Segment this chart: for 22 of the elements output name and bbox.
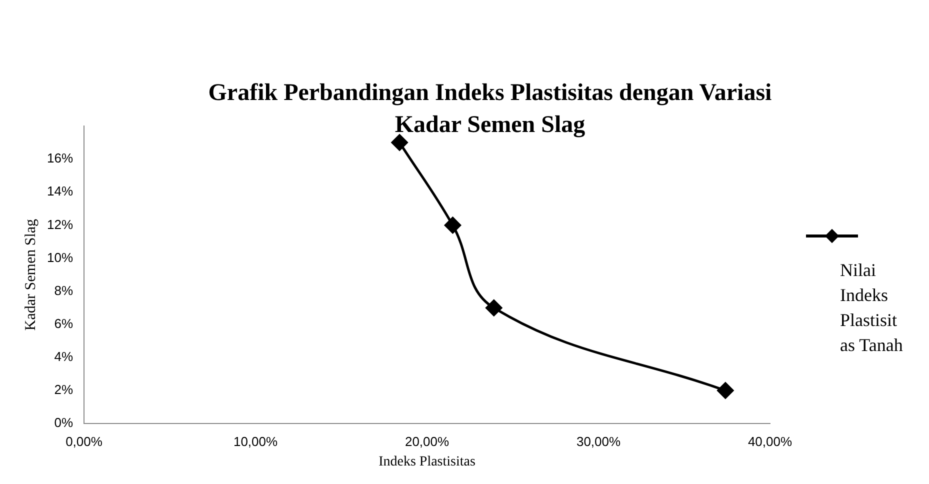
- x-tick-label: 30,00%: [576, 434, 621, 449]
- y-tick-label: 0%: [54, 415, 74, 430]
- y-tick-label: 8%: [54, 282, 74, 298]
- y-tick-label: 6%: [54, 316, 74, 331]
- y-axis-title: Kadar Semen Slag: [22, 218, 39, 331]
- y-tick-label: 10%: [46, 250, 74, 265]
- y-tick-label: 2%: [54, 382, 74, 398]
- chart-title: Grafik Perbandingan Indeks Plastisitas dengan Variasi Kadar Semen Slag: [208, 80, 772, 138]
- point: [717, 382, 734, 399]
- x-tick-label: 40,00%: [748, 434, 792, 449]
- x-axis-title: Indeks Plastisitas: [378, 454, 476, 470]
- x-tick-label: 0,00%: [66, 434, 103, 449]
- point: [444, 216, 461, 234]
- y-tick-label: 12%: [46, 216, 74, 232]
- x-tick-label: 20,00%: [404, 434, 450, 449]
- y-tick-label: 16%: [46, 150, 74, 166]
- legend-label: Nilai Indeks Plastisitas Tanah: [840, 259, 904, 357]
- point: [391, 134, 408, 151]
- y-tick-label: 4%: [54, 349, 74, 364]
- y-tick-label: 14%: [46, 184, 74, 199]
- point: [486, 300, 502, 316]
- x-tick-label: 10,00%: [233, 434, 278, 449]
